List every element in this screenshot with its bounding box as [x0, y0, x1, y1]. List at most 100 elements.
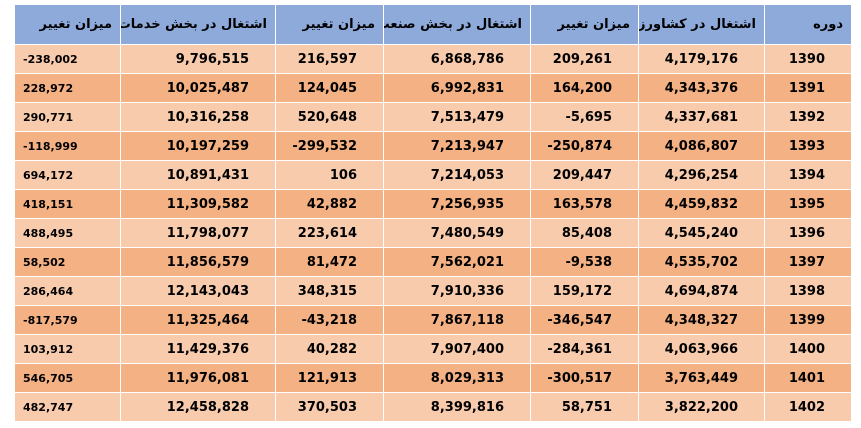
cell-change-services[interactable]: -238,002	[14, 44, 121, 74]
cell-employment-industry[interactable]: 6,992,831	[383, 73, 531, 103]
cell-change-industry[interactable]: 121,913	[275, 363, 384, 393]
cell-change-industry[interactable]: 124,045	[275, 73, 384, 103]
cell-period[interactable]: 1395	[764, 189, 852, 219]
cell-change-agriculture[interactable]: -300,517	[530, 363, 639, 393]
cell-employment-industry[interactable]: 7,513,479	[383, 102, 531, 132]
cell-period[interactable]: 1399	[764, 305, 852, 335]
cell-employment-agriculture[interactable]: 4,694,874	[638, 276, 765, 306]
cell-change-agriculture[interactable]: 85,408	[530, 218, 639, 248]
cell-employment-agriculture[interactable]: 4,545,240	[638, 218, 765, 248]
cell-change-services[interactable]: 694,172	[14, 160, 121, 190]
cell-employment-agriculture[interactable]: 3,822,200	[638, 392, 765, 422]
cell-change-services[interactable]: 482,747	[14, 392, 121, 422]
cell-change-services[interactable]: 290,771	[14, 102, 121, 132]
cell-employment-services[interactable]: 11,309,582	[120, 189, 276, 219]
cell-change-services[interactable]: 228,972	[14, 73, 121, 103]
cell-change-industry[interactable]: 370,503	[275, 392, 384, 422]
cell-employment-industry[interactable]: 7,214,053	[383, 160, 531, 190]
cell-employment-industry[interactable]: 7,480,549	[383, 218, 531, 248]
cell-period[interactable]: 1402	[764, 392, 852, 422]
cell-change-agriculture[interactable]: -250,874	[530, 131, 639, 161]
cell-change-agriculture[interactable]: 164,200	[530, 73, 639, 103]
cell-employment-agriculture[interactable]: 4,296,254	[638, 160, 765, 190]
header-change-services[interactable]: میزان تغییر	[14, 4, 121, 45]
cell-employment-agriculture[interactable]: 4,535,702	[638, 247, 765, 277]
cell-employment-services[interactable]: 11,798,077	[120, 218, 276, 248]
cell-period[interactable]: 1396	[764, 218, 852, 248]
header-employment-agriculture[interactable]: اشتغال در کشاورزی	[638, 4, 765, 45]
cell-change-services[interactable]: 103,912	[14, 334, 121, 364]
cell-change-agriculture[interactable]: -5,695	[530, 102, 639, 132]
cell-change-industry[interactable]: 106	[275, 160, 384, 190]
cell-change-agriculture[interactable]: 163,578	[530, 189, 639, 219]
cell-change-industry[interactable]: 40,282	[275, 334, 384, 364]
cell-change-services[interactable]: 488,495	[14, 218, 121, 248]
cell-employment-agriculture[interactable]: 4,086,807	[638, 131, 765, 161]
cell-change-services[interactable]: -817,579	[14, 305, 121, 335]
cell-employment-industry[interactable]: 7,910,336	[383, 276, 531, 306]
cell-change-services[interactable]: 286,464	[14, 276, 121, 306]
cell-change-industry[interactable]: 223,614	[275, 218, 384, 248]
cell-employment-agriculture[interactable]: 4,063,966	[638, 334, 765, 364]
cell-change-agriculture[interactable]: -9,538	[530, 247, 639, 277]
cell-change-industry[interactable]: 81,472	[275, 247, 384, 277]
cell-change-industry[interactable]: 42,882	[275, 189, 384, 219]
cell-change-industry[interactable]: 348,315	[275, 276, 384, 306]
cell-employment-services[interactable]: 10,316,258	[120, 102, 276, 132]
cell-change-industry[interactable]: 520,648	[275, 102, 384, 132]
cell-employment-agriculture[interactable]: 4,459,832	[638, 189, 765, 219]
header-change-industry[interactable]: میزان تغییر	[275, 4, 384, 45]
cell-employment-services[interactable]: 11,856,579	[120, 247, 276, 277]
cell-employment-services[interactable]: 12,458,828	[120, 392, 276, 422]
cell-period[interactable]: 1398	[764, 276, 852, 306]
cell-period[interactable]: 1400	[764, 334, 852, 364]
header-change-agriculture[interactable]: میزان تغییر	[530, 4, 639, 45]
cell-employment-services[interactable]: 11,325,464	[120, 305, 276, 335]
cell-period[interactable]: 1390	[764, 44, 852, 74]
cell-change-agriculture[interactable]: 209,261	[530, 44, 639, 74]
cell-change-agriculture[interactable]: 58,751	[530, 392, 639, 422]
cell-employment-industry[interactable]: 8,029,313	[383, 363, 531, 393]
cell-change-agriculture[interactable]: -284,361	[530, 334, 639, 364]
cell-employment-services[interactable]: 10,891,431	[120, 160, 276, 190]
cell-period[interactable]: 1391	[764, 73, 852, 103]
table-row: 290,771 10,316,258 520,648 7,513,479 -5,695 4…	[14, 102, 852, 132]
cell-employment-industry[interactable]: 7,213,947	[383, 131, 531, 161]
cell-change-agriculture[interactable]: -346,547	[530, 305, 639, 335]
cell-employment-industry[interactable]: 6,868,786	[383, 44, 531, 74]
header-period[interactable]: دوره	[764, 4, 852, 45]
cell-employment-agriculture[interactable]: 4,343,376	[638, 73, 765, 103]
cell-employment-agriculture[interactable]: 4,337,681	[638, 102, 765, 132]
table-row: 286,464 12,143,043 348,315 7,910,336 159,172…	[14, 276, 852, 306]
cell-employment-agriculture[interactable]: 4,348,327	[638, 305, 765, 335]
cell-employment-services[interactable]: 11,429,376	[120, 334, 276, 364]
cell-employment-services[interactable]: 9,796,515	[120, 44, 276, 74]
cell-employment-industry[interactable]: 8,399,816	[383, 392, 531, 422]
cell-change-services[interactable]: 418,151	[14, 189, 121, 219]
cell-change-agriculture[interactable]: 159,172	[530, 276, 639, 306]
cell-change-agriculture[interactable]: 209,447	[530, 160, 639, 190]
cell-employment-industry[interactable]: 7,867,118	[383, 305, 531, 335]
cell-employment-services[interactable]: 12,143,043	[120, 276, 276, 306]
cell-employment-industry[interactable]: 7,256,935	[383, 189, 531, 219]
cell-period[interactable]: 1394	[764, 160, 852, 190]
cell-employment-agriculture[interactable]: 4,179,176	[638, 44, 765, 74]
cell-employment-services[interactable]: 10,197,259	[120, 131, 276, 161]
cell-change-industry[interactable]: 216,597	[275, 44, 384, 74]
cell-change-industry[interactable]: -43,218	[275, 305, 384, 335]
cell-period[interactable]: 1397	[764, 247, 852, 277]
cell-employment-industry[interactable]: 7,562,021	[383, 247, 531, 277]
header-employment-services[interactable]: اشتغال در بخش خدمات	[120, 4, 276, 45]
cell-change-services[interactable]: -118,999	[14, 131, 121, 161]
cell-period[interactable]: 1393	[764, 131, 852, 161]
cell-employment-services[interactable]: 10,025,487	[120, 73, 276, 103]
cell-period[interactable]: 1401	[764, 363, 852, 393]
cell-employment-industry[interactable]: 7,907,400	[383, 334, 531, 364]
cell-period[interactable]: 1392	[764, 102, 852, 132]
header-employment-industry[interactable]: اشتغال در بخش صنعت	[383, 4, 531, 45]
cell-change-services[interactable]: 58,502	[14, 247, 121, 277]
cell-change-industry[interactable]: -299,532	[275, 131, 384, 161]
cell-change-services[interactable]: 546,705	[14, 363, 121, 393]
cell-employment-services[interactable]: 11,976,081	[120, 363, 276, 393]
cell-employment-agriculture[interactable]: 3,763,449	[638, 363, 765, 393]
